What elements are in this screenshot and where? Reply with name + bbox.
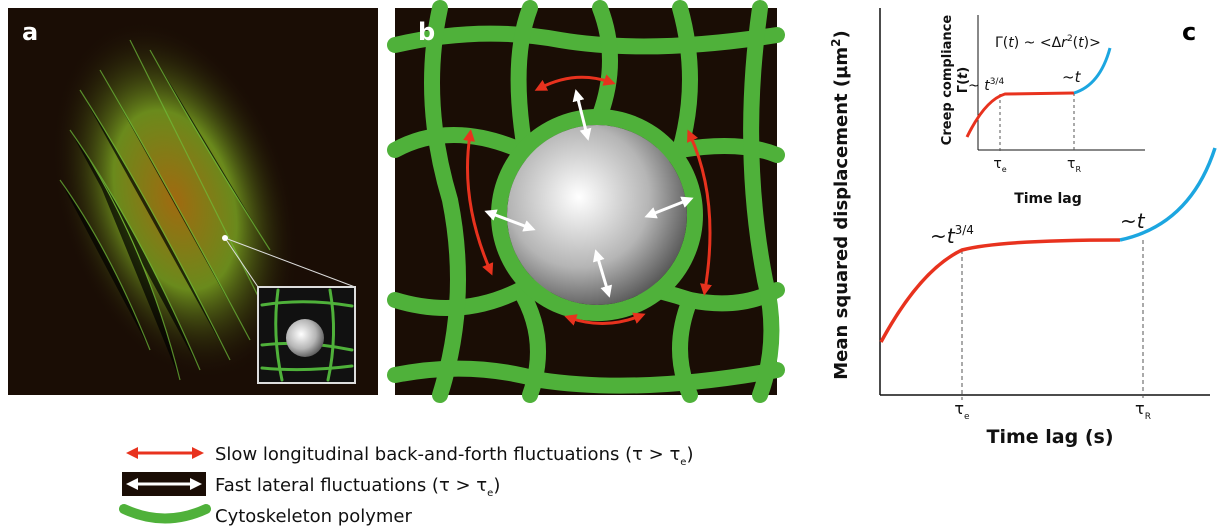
legend-text: Fast lateral fluctuations (τ > τe): [215, 475, 500, 499]
subscript: R: [1075, 165, 1081, 174]
legend-text: Slow longitudinal back-and-forth fluctua…: [215, 444, 693, 468]
panel-a-shape: [286, 319, 324, 357]
inset-annotation: ~t: [1062, 68, 1082, 86]
inset-annotation: ~ t3/4: [968, 77, 1004, 94]
inset-tick-label: τ: [993, 156, 1001, 172]
x-axis-label: Time lag (s): [987, 426, 1114, 448]
inset-x-label: Time lag: [1014, 191, 1082, 207]
inset-y-label: Creep compliance: [940, 15, 955, 146]
panel-label: a: [22, 18, 38, 46]
panel-a-shape: [222, 235, 228, 241]
inset-tick-label: τ: [1067, 156, 1075, 172]
legend-text: Cytoskeleton polymer: [215, 506, 413, 527]
legend-text: Slow longitudinal back-and-forth fluctua…: [215, 444, 680, 465]
inset-plot: Creep compliance Γ( t) Γ(t) ~ <Δr2(t)> ~ …: [940, 15, 1145, 207]
inset-y-label: ): [956, 67, 971, 73]
y-axis-label: ): [831, 30, 852, 38]
annotation: ~t: [1120, 209, 1146, 233]
formula-part: ) ~ <Δ: [1014, 35, 1062, 51]
figure: a b Mean squared displacement (µm2) Time…: [0, 0, 1225, 529]
legend: Slow longitudinal back-and-forth fluctua…: [122, 444, 693, 527]
tick-label: τ: [1135, 399, 1145, 418]
panel-label: c: [1182, 18, 1196, 46]
legend-text: Fast lateral fluctuations (τ > τ: [215, 475, 487, 496]
inset-annotation: ~: [968, 78, 984, 94]
page: {"panels":{"a":"a","b":"b","c":"c"}, "pl…: [0, 0, 1225, 529]
inset-tick-label: τR: [1067, 156, 1081, 174]
inset-annotation: ~: [1062, 68, 1075, 86]
panel-a: a: [8, 0, 378, 411]
annotation: ~: [930, 224, 947, 248]
legend-text: ): [493, 475, 500, 496]
subscript: e: [964, 412, 970, 422]
panel-c: Mean squared displacement (µm2) Time lag…: [829, 8, 1215, 448]
tick-label: τR: [1135, 399, 1151, 422]
annotation: t: [1137, 209, 1146, 233]
inset-annotation: t: [1075, 68, 1082, 86]
inset-plot-shape: [967, 93, 1074, 137]
subscript: R: [1145, 412, 1151, 422]
panel-c-shape: [881, 240, 1120, 342]
panel-b-shape: [507, 125, 687, 305]
annotation: ~t3/4: [930, 223, 974, 248]
superscript: 3/4: [990, 77, 1005, 87]
legend-text: ): [686, 444, 693, 465]
formula-part: Γ(: [995, 35, 1008, 51]
formula-part: )>: [1084, 35, 1101, 51]
subscript: e: [1002, 165, 1007, 174]
y-axis-label: Mean squared displacement (µm2): [829, 30, 852, 379]
y-axis-label: Mean squared displacement (µm: [831, 47, 852, 380]
superscript: 2: [829, 39, 843, 47]
legend-shape: [124, 509, 206, 519]
panel-b: b: [395, 8, 777, 395]
inset-tick-label: τe: [993, 156, 1006, 174]
tick-label: τe: [954, 399, 970, 422]
annotation: ~: [1120, 209, 1137, 233]
tick-label: τ: [954, 399, 964, 418]
superscript: 3/4: [955, 223, 974, 237]
inset-formula: Γ(t) ~ <Δr2(t)>: [995, 34, 1101, 51]
panel-label: b: [418, 18, 435, 46]
